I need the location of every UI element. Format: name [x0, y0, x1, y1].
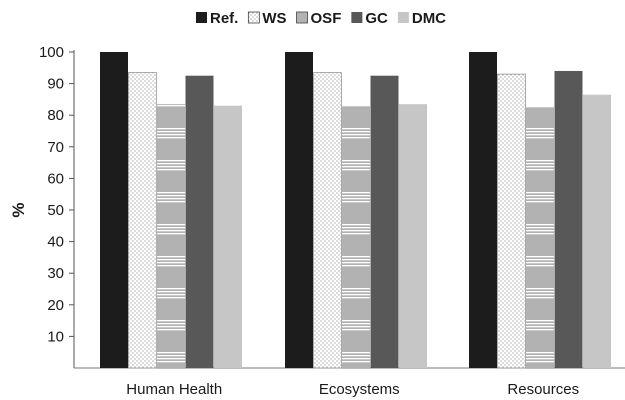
bar: [554, 70, 583, 369]
legend-label: GC: [365, 10, 388, 27]
bar: [526, 107, 554, 369]
legend-item: Ref.: [196, 10, 238, 27]
y-tick-label: 60: [47, 170, 64, 187]
legend-swatch: [196, 12, 207, 23]
bar: [285, 52, 313, 368]
y-tick-label: 100: [39, 44, 64, 61]
y-tick-label: 10: [47, 328, 64, 345]
legend-item: OSF: [296, 10, 342, 27]
bars: [100, 52, 611, 369]
legend-swatch: [351, 12, 363, 23]
legend-swatch: [296, 11, 308, 24]
legend-swatch: [397, 12, 409, 23]
axes: 10 20 30 40 50 60 70 80 90 100% Human Health Ecosys…: [9, 44, 625, 398]
bar: [342, 105, 370, 368]
category-label: Human Health: [126, 381, 222, 398]
legend-item: GC: [351, 10, 388, 27]
bar-group: [285, 52, 427, 369]
bar: [214, 105, 242, 368]
bar-group: [100, 52, 242, 369]
bar: [100, 52, 128, 368]
bar: [399, 104, 427, 368]
y-tick-label: 50: [47, 202, 64, 219]
y-tick-label: 20: [47, 297, 64, 314]
y-tick-label: 40: [47, 234, 64, 251]
legend-item: WS: [247, 10, 287, 27]
category-label: Ecosystems: [319, 381, 400, 398]
y-tick-label: 70: [47, 139, 64, 156]
y-tick-label: 30: [47, 265, 64, 282]
y-tick-label: 90: [47, 76, 64, 93]
bar: [157, 104, 185, 368]
legend-label: WS: [262, 10, 286, 27]
category-label: Resources: [507, 381, 579, 398]
bar: [497, 73, 526, 369]
legend-label: DMC: [412, 10, 446, 27]
legend-swatch: [247, 11, 260, 24]
legend-label: OSF: [311, 10, 342, 27]
legend: Ref. WS OSF GC DMC: [196, 10, 446, 27]
bar: [583, 94, 611, 368]
bar: [128, 72, 157, 369]
bar: [469, 52, 497, 368]
bar: [313, 72, 342, 369]
bar-group: [469, 52, 611, 369]
bar: [370, 75, 399, 368]
legend-item: DMC: [397, 10, 446, 27]
bar: [185, 75, 214, 368]
y-axis-label: %: [9, 202, 28, 217]
y-tick-label: 80: [47, 107, 64, 124]
legend-label: Ref.: [210, 10, 238, 27]
